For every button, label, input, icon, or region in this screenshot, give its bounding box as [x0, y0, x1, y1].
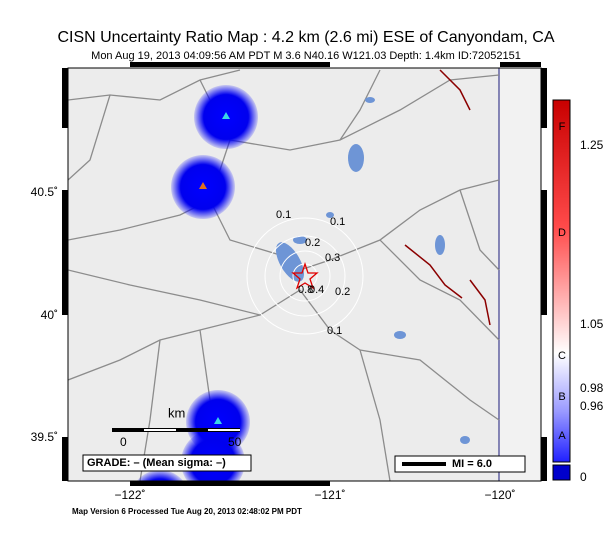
colorbar: F D C B A 1.25 1.05 0.98 0.96 0	[552, 99, 604, 484]
x-tick-label: −122˚	[114, 488, 145, 502]
grade-box	[82, 454, 252, 472]
faults	[404, 69, 491, 326]
x-tick-label: −120˚	[484, 488, 515, 502]
contour-label: 0.4	[309, 284, 324, 296]
contour-label: 0.1	[330, 216, 345, 228]
scale-unit: km	[168, 405, 185, 420]
x-tick-label: −121˚	[314, 488, 345, 502]
grade-text: GRADE: – (Mean sigma: –)	[87, 457, 226, 469]
grade-letter: A	[558, 430, 566, 442]
map-subtitle: Mon Aug 19, 2013 04:09:56 AM PDT M 3.6 N…	[91, 50, 521, 62]
grade-letter: B	[558, 391, 565, 403]
lakes	[276, 97, 470, 444]
contour-label: 0.2	[305, 237, 320, 249]
colorbar-label: 0	[580, 470, 587, 484]
mi-text: MI = 6.0	[452, 458, 492, 470]
contour-label: 0.3	[325, 252, 340, 264]
frame-ticks	[62, 62, 547, 486]
y-tick-label: 40.5˚	[31, 185, 58, 199]
contour-label: 0.1	[327, 325, 342, 337]
contour-label: 0.8	[298, 284, 313, 296]
nevada	[499, 68, 541, 481]
colorbar-zero	[552, 464, 571, 481]
colorbar-label: 0.96	[580, 399, 604, 413]
mi-box	[394, 455, 526, 473]
colorbar-label: 1.25	[580, 138, 604, 152]
y-tick-label: 39.5˚	[31, 430, 58, 444]
colorbar-label: 1.05	[580, 317, 604, 331]
contour-label: 0.2	[335, 286, 350, 298]
grade-letter: C	[558, 350, 566, 362]
contours	[246, 217, 364, 335]
contour-label: 0.1	[276, 209, 291, 221]
grade-letter: F	[559, 121, 566, 133]
y-tick-label: 40˚	[41, 308, 58, 322]
land	[68, 68, 541, 481]
scale-bar: km 0 50	[112, 405, 242, 449]
map-title: CISN Uncertainty Ratio Map : 4.2 km (2.6…	[57, 29, 554, 46]
contour-labels: 0.1 0.1 0.2 0.3 0.2 0.4 0.8 0.1	[276, 209, 350, 337]
grade-letter: D	[558, 227, 566, 239]
colorbar-label: 0.98	[580, 381, 604, 395]
footer: Map Version 6 Processed Tue Aug 20, 2013…	[72, 507, 302, 516]
map-area: 0.1 0.1 0.2 0.3 0.2 0.4 0.8 0.1 km 0 50 …	[68, 68, 541, 481]
axis-labels: −122˚ −121˚ −120˚ 40.5˚ 40˚ 39.5˚	[31, 185, 516, 502]
scale-end: 50	[228, 435, 242, 449]
epicenter	[291, 261, 319, 290]
scale-start: 0	[120, 435, 127, 449]
colorbar-scale	[552, 99, 571, 463]
